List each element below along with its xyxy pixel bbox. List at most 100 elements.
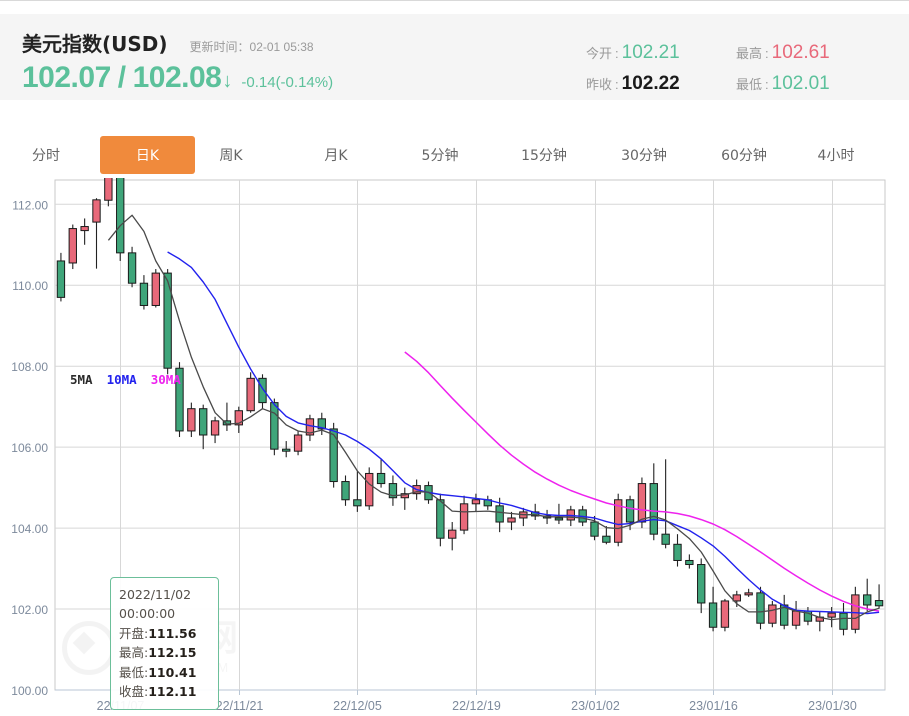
candle-body — [234, 410, 243, 426]
price-row: 102.07 / 102.08 ↓ -0.14(-0.14%) — [22, 61, 333, 95]
tab-label: 周K — [219, 148, 243, 164]
candle-body — [56, 260, 66, 298]
ma-legend-10MA: 10MA — [106, 372, 137, 387]
y-axis-label: 100.00 — [11, 684, 48, 698]
tooltip-row-label: 最高: — [119, 645, 149, 661]
tooltip-row-value: 112.15 — [148, 645, 197, 661]
y-axis-label: 110.00 — [12, 279, 48, 293]
quote-header-left: 美元指数(USD) 更新时间：02-01 05:38 102.07 / 102.… — [22, 28, 333, 95]
candle-body — [602, 535, 611, 543]
down-arrow-icon: ↓ — [222, 70, 233, 92]
tab-5分钟[interactable]: 5分钟 — [405, 136, 475, 174]
candle-body — [554, 517, 564, 521]
candle-body — [863, 594, 872, 606]
candle-body — [495, 505, 504, 523]
tab-label: 分时 — [32, 148, 60, 164]
tooltip-row: 最高:112.15 — [119, 643, 210, 662]
y-axis-label: 112.00 — [12, 198, 48, 212]
tooltip-row: 最低:110.41 — [119, 663, 210, 682]
timeframe-tabs[interactable]: 分时 日K 周K 月K 5分钟 15分钟 30分钟 60分钟 4小时 — [0, 128, 909, 176]
tooltip-row-label: 收盘: — [119, 683, 149, 699]
candle-body — [199, 408, 208, 436]
x-axis-label: 22/12/19 — [452, 699, 501, 713]
candle-body — [459, 503, 469, 531]
candle-body — [293, 434, 303, 452]
candle-body — [685, 559, 694, 566]
tab-label: 15分钟 — [521, 148, 567, 164]
candle-body — [637, 483, 647, 523]
x-axis-label: 23/01/16 — [689, 699, 738, 713]
stat-value: 102.01 — [771, 73, 830, 94]
candle-body — [163, 272, 172, 369]
candle-body — [436, 499, 445, 539]
x-axis-label: 23/01/30 — [808, 699, 857, 713]
candle-body — [222, 420, 232, 426]
ma-legend: 5MA 10MA 30MA — [70, 372, 181, 387]
candle-body — [175, 367, 184, 432]
tab-label: 60分钟 — [721, 148, 767, 164]
tooltip-row-label: 开盘: — [119, 625, 149, 641]
tab-label: 日K — [135, 148, 160, 164]
x-axis-label: 23/01/02 — [571, 699, 620, 713]
quote-stats-grid: 今开:102.21 最高:102.61 昨收:102.22 最低:102.01 — [586, 42, 896, 95]
tooltip-row-value: 111.56 — [148, 625, 197, 641]
ma-legend-30MA: 30MA — [150, 372, 181, 387]
candle-body — [92, 199, 101, 223]
candle-body — [258, 377, 267, 404]
candle-body — [625, 499, 635, 523]
candle-body — [720, 600, 730, 628]
stat-separator: : — [615, 46, 619, 61]
y-axis-label: 108.00 — [11, 360, 48, 374]
candle-body — [673, 543, 682, 561]
tab-label: 月K — [324, 148, 348, 164]
candle-body — [661, 533, 670, 545]
candle-body — [780, 604, 789, 626]
tab-4小时[interactable]: 4小时 — [805, 136, 867, 174]
stat-label: 最高 — [736, 47, 763, 62]
candle-body — [104, 178, 113, 201]
stat-0: 今开:102.21 — [586, 42, 736, 64]
tab-日K[interactable]: 日K — [100, 136, 195, 174]
candle-body — [614, 499, 623, 543]
tab-月K[interactable]: 月K — [310, 136, 362, 174]
tooltip-row-value: 110.41 — [148, 664, 197, 680]
candle-body — [151, 272, 160, 306]
top-divider — [0, 0, 909, 1]
candle-body — [187, 408, 196, 432]
candle-body — [68, 228, 77, 264]
x-axis-label: 22/11/21 — [216, 699, 264, 713]
stat-separator: : — [615, 77, 619, 92]
bid-price: 102.07 — [22, 61, 111, 94]
candle-body — [827, 612, 836, 618]
tooltip-date: 2022/11/02 — [119, 587, 192, 602]
stat-value: 102.22 — [621, 73, 680, 94]
tab-15分钟[interactable]: 15分钟 — [505, 136, 583, 174]
candle-body — [388, 483, 398, 499]
stat-value: 102.21 — [621, 42, 680, 63]
tab-30分钟[interactable]: 30分钟 — [605, 136, 683, 174]
price-change: -0.14(-0.14%) — [241, 74, 334, 91]
tab-周K[interactable]: 周K — [205, 136, 257, 174]
candle-body — [590, 521, 599, 537]
tab-label: 30分钟 — [621, 148, 667, 164]
tooltip-rows: 开盘:111.56 最高:112.15 最低:110.41 收盘:112.11 — [119, 624, 210, 702]
candle-body — [139, 282, 149, 306]
candle-body — [365, 472, 374, 507]
ohlc-tooltip: 2022/11/02 00:00:00 开盘:111.56 最高:112.15 最低… — [110, 577, 219, 711]
y-axis-label: 102.00 — [11, 603, 48, 617]
candle-body — [376, 472, 386, 485]
candle-body — [127, 252, 137, 284]
candle-body — [448, 529, 457, 539]
quote-header: 美元指数(USD) 更新时间：02-01 05:38 102.07 / 102.… — [0, 14, 909, 100]
instrument-row: 美元指数(USD) 更新时间：02-01 05:38 — [22, 28, 333, 57]
candle-body — [210, 420, 220, 436]
tab-分时[interactable]: 分时 — [20, 136, 72, 174]
stat-separator: : — [765, 46, 769, 61]
price-separator: / — [117, 61, 126, 94]
tooltip-row-value: 112.11 — [148, 683, 197, 699]
tab-60分钟[interactable]: 60分钟 — [705, 136, 783, 174]
candle-body — [116, 178, 125, 254]
y-axis-label: 106.00 — [11, 441, 48, 455]
kline-chart[interactable]: 100.00 102.00 104.00 106.00 108.00 110.00 112.… — [0, 178, 909, 716]
